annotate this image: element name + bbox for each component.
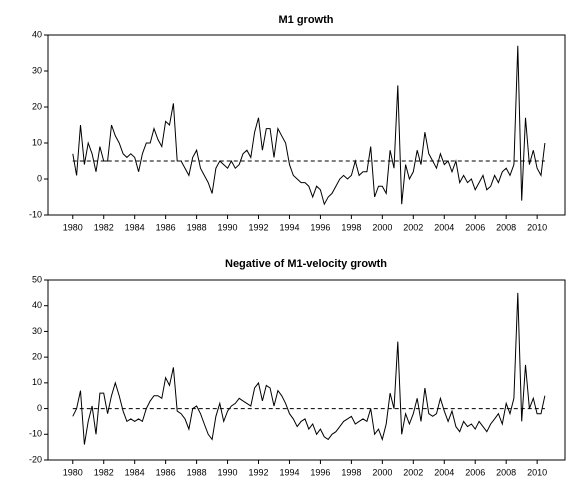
- x-tick-label: 2004: [434, 467, 454, 477]
- x-tick-label: 2002: [403, 467, 423, 477]
- chart-title: Negative of M1-velocity growth: [225, 258, 387, 270]
- series-line: [72, 45, 546, 206]
- y-tick-label: 30: [32, 65, 42, 75]
- y-tick-label: -10: [29, 429, 42, 439]
- x-tick-label: 1992: [248, 467, 268, 477]
- x-tick-label: 1998: [341, 222, 361, 232]
- x-tick-label: 1986: [156, 467, 176, 477]
- x-tick-label: 2004: [434, 222, 454, 232]
- x-tick-label: 1994: [279, 222, 299, 232]
- y-tick-label: -10: [29, 209, 42, 219]
- x-tick-label: 1994: [279, 467, 299, 477]
- x-tick-label: 1990: [218, 222, 238, 232]
- x-tick-label: 2008: [496, 222, 516, 232]
- x-tick-label: 2008: [496, 467, 516, 477]
- x-tick-label: 2006: [465, 222, 485, 232]
- y-tick-label: 40: [32, 29, 42, 39]
- x-tick-label: 1992: [248, 222, 268, 232]
- x-tick-label: 1986: [156, 222, 176, 232]
- y-tick-label: 0: [37, 403, 42, 413]
- x-tick-label: 1982: [94, 467, 114, 477]
- x-tick-label: 2000: [372, 222, 392, 232]
- y-tick-label: 20: [32, 101, 42, 111]
- x-tick-label: 2002: [403, 222, 423, 232]
- x-tick-label: 2000: [372, 467, 392, 477]
- x-tick-label: 1996: [310, 467, 330, 477]
- x-tick-label: 1988: [187, 222, 207, 232]
- y-tick-label: 10: [32, 137, 42, 147]
- x-tick-label: 1998: [341, 467, 361, 477]
- y-tick-label: 30: [32, 326, 42, 336]
- x-tick-label: 1980: [63, 222, 83, 232]
- x-tick-label: 2010: [527, 222, 547, 232]
- plot-frame: [47, 279, 566, 461]
- x-tick-label: 1990: [218, 467, 238, 477]
- x-tick-label: 1984: [125, 467, 145, 477]
- y-tick-label: 0: [37, 173, 42, 183]
- y-tick-label: 40: [32, 300, 42, 310]
- x-tick-label: 2010: [527, 467, 547, 477]
- series-line: [72, 292, 546, 445]
- x-tick-label: 1980: [63, 467, 83, 477]
- y-tick-label: 10: [32, 377, 42, 387]
- y-tick-label: 20: [32, 352, 42, 362]
- chart-title: M1 growth: [279, 14, 334, 26]
- y-tick-label: -20: [29, 454, 42, 464]
- x-tick-label: 1988: [187, 467, 207, 477]
- x-tick-label: 1996: [310, 222, 330, 232]
- y-tick-label: 50: [32, 274, 42, 284]
- x-tick-label: 1982: [94, 222, 114, 232]
- x-tick-label: 1984: [125, 222, 145, 232]
- plot-frame: [47, 34, 566, 216]
- x-tick-label: 2006: [465, 467, 485, 477]
